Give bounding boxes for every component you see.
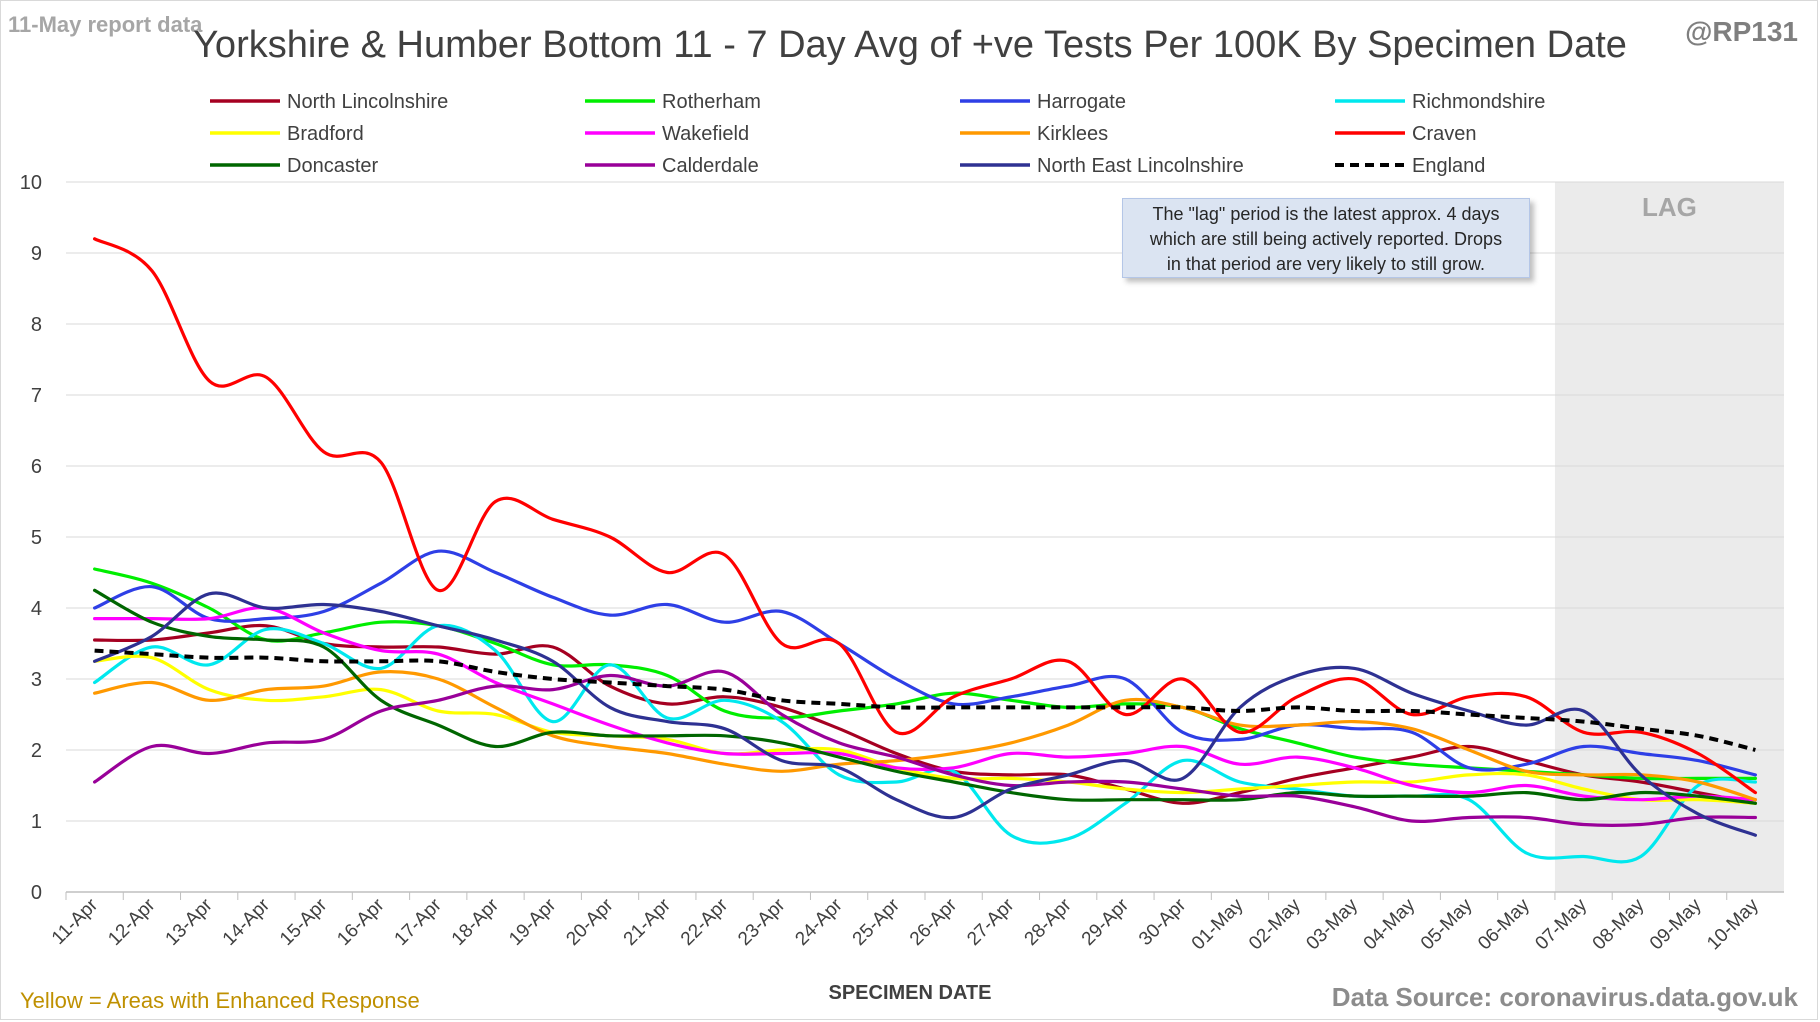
x-tick-label: 07-May	[1531, 894, 1591, 954]
x-tick-label: 02-May	[1245, 894, 1305, 954]
x-tick-label: 06-May	[1474, 894, 1534, 954]
x-tick-label: 27-Apr	[963, 894, 1019, 950]
series-line-north-lincolnshire	[93, 623, 1757, 805]
x-tick-label: 14-Apr	[219, 894, 275, 950]
report-date-label: 11-May report data	[8, 12, 203, 37]
x-tick-label: 22-Apr	[677, 894, 733, 950]
x-tick-label: 05-May	[1417, 894, 1477, 954]
x-tick-label: 30-Apr	[1135, 894, 1191, 950]
x-tick-label: 08-May	[1589, 894, 1649, 954]
x-tick-label: 15-Apr	[276, 894, 332, 950]
y-tick-label: 4	[31, 598, 42, 620]
x-axis-title: SPECIMEN DATE	[828, 982, 992, 1004]
legend-label: Craven	[1412, 123, 1476, 145]
x-tick-label: 18-Apr	[448, 894, 504, 950]
y-tick-label: 3	[31, 669, 42, 691]
legend-label: Calderdale	[662, 155, 759, 177]
series-line-craven	[93, 237, 1757, 795]
x-tick-label: 10-May	[1703, 894, 1763, 954]
legend-label: Harrogate	[1037, 91, 1126, 113]
legend-label: Doncaster	[287, 155, 378, 177]
series-line-harrogate	[93, 549, 1757, 777]
x-tick-label: 12-Apr	[104, 894, 160, 950]
legend-label: Bradford	[287, 123, 364, 145]
lag-explanation-note: The "lag" period is the latest approx. 4…	[1122, 198, 1530, 278]
y-tick-label: 1	[31, 811, 42, 833]
legend-label: Wakefield	[662, 123, 749, 145]
x-tick-label: 11-Apr	[48, 894, 103, 949]
author-handle: @RP131	[1685, 16, 1798, 47]
series-line-calderdale	[93, 669, 1757, 827]
x-tick-label: 24-Apr	[791, 894, 847, 950]
x-tick-label: 09-May	[1646, 894, 1706, 954]
lag-label: LAG	[1642, 192, 1697, 222]
x-tick-label: 25-Apr	[849, 894, 905, 950]
x-tick-label: 20-Apr	[562, 894, 618, 950]
series-line-kirklees	[93, 670, 1757, 802]
series-line-rotherham	[93, 567, 1757, 781]
enhanced-response-note: Yellow = Areas with Enhanced Response	[20, 988, 420, 1013]
x-tick-label: 13-Apr	[162, 894, 218, 950]
series-line-england	[94, 648, 1756, 752]
series-line-richmondshire	[93, 623, 1757, 864]
x-tick-label: 26-Apr	[906, 894, 962, 950]
x-tick-label: 04-May	[1360, 894, 1420, 954]
chart-title: Yorkshire & Humber Bottom 11 - 7 Day Avg…	[193, 24, 1627, 66]
y-tick-label: 8	[31, 314, 42, 336]
note-line: which are still being actively reported.…	[1149, 229, 1503, 249]
x-tick-label: 29-Apr	[1078, 894, 1134, 950]
data-source-label: Data Source: coronavirus.data.gov.uk	[1331, 982, 1798, 1012]
y-tick-label: 9	[31, 243, 42, 265]
y-tick-label: 5	[31, 527, 42, 549]
x-tick-label: 28-Apr	[1021, 894, 1077, 950]
y-tick-label: 0	[31, 882, 42, 904]
series-line-doncaster	[93, 588, 1757, 805]
legend-label: Richmondshire	[1412, 91, 1545, 113]
legend-label: North Lincolnshire	[287, 91, 448, 113]
y-tick-label: 7	[31, 385, 42, 407]
legend-label: England	[1412, 155, 1485, 177]
note-line: The "lag" period is the latest approx. 4…	[1152, 204, 1500, 224]
x-tick-label: 17-Apr	[391, 894, 447, 950]
x-tick-label: 21-Apr	[620, 894, 676, 950]
legend-label: North East Lincolnshire	[1037, 155, 1244, 177]
x-tick-label: 19-Apr	[505, 894, 561, 950]
x-tick-label: 03-May	[1302, 894, 1362, 954]
note-line: in that period are very likely to still …	[1166, 254, 1486, 274]
legend-label: Kirklees	[1037, 123, 1108, 145]
legend-label: Rotherham	[662, 91, 761, 113]
x-tick-label: 16-Apr	[333, 894, 389, 950]
x-tick-label: 23-Apr	[734, 894, 790, 950]
series-line-wakefield	[93, 606, 1757, 802]
y-tick-label: 6	[31, 456, 42, 478]
x-tick-label: 01-May	[1188, 894, 1248, 954]
y-tick-label: 2	[31, 740, 42, 762]
y-tick-label: 10	[20, 172, 42, 194]
